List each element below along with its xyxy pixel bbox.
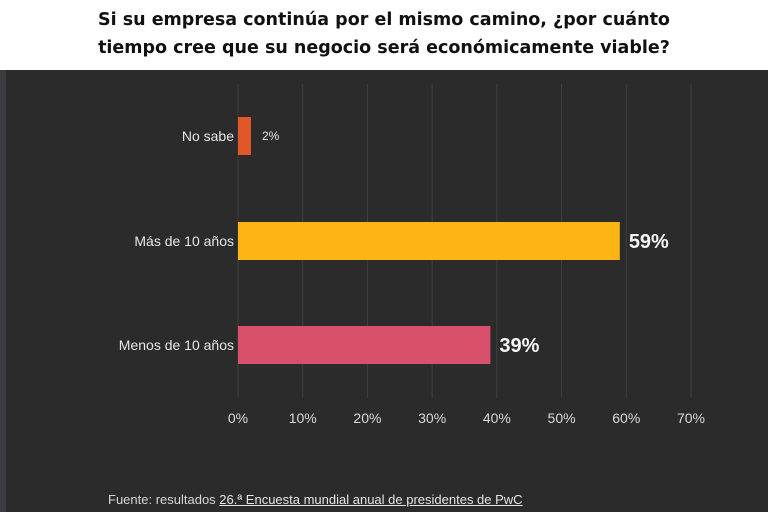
x-tick-label: 60% [612, 410, 640, 426]
category-label: Más de 10 años [134, 233, 234, 249]
x-tick-label: 30% [418, 410, 446, 426]
chart-title: Si su empresa continúa por el mismo cami… [0, 6, 768, 62]
x-tick-label: 70% [677, 410, 705, 426]
category-label: No sabe [182, 128, 234, 144]
data-label: 59% [629, 231, 669, 253]
data-label: 39% [499, 335, 539, 357]
bar [238, 326, 491, 364]
x-tick-label: 20% [353, 410, 381, 426]
x-tick-label: 40% [483, 410, 511, 426]
bar [238, 117, 251, 155]
data-label: 2% [262, 129, 280, 143]
title-line-1: Si su empresa continúa por el mismo cami… [98, 10, 670, 30]
bar [238, 222, 620, 260]
category-label: Menos de 10 años [119, 337, 234, 353]
panel-edge [0, 70, 6, 512]
title-line-2: tiempo cree que su negocio será económic… [98, 38, 670, 58]
source-prefix: Fuente: resultados [108, 492, 220, 507]
x-tick-label: 10% [289, 410, 317, 426]
source-link[interactable]: 26.ª Encuesta mundial anual de president… [219, 492, 523, 507]
x-tick-label: 50% [548, 410, 576, 426]
source-note: Fuente: resultados 26.ª Encuesta mundial… [108, 492, 523, 507]
chart-panel [0, 70, 768, 512]
x-tick-label: 0% [228, 410, 248, 426]
